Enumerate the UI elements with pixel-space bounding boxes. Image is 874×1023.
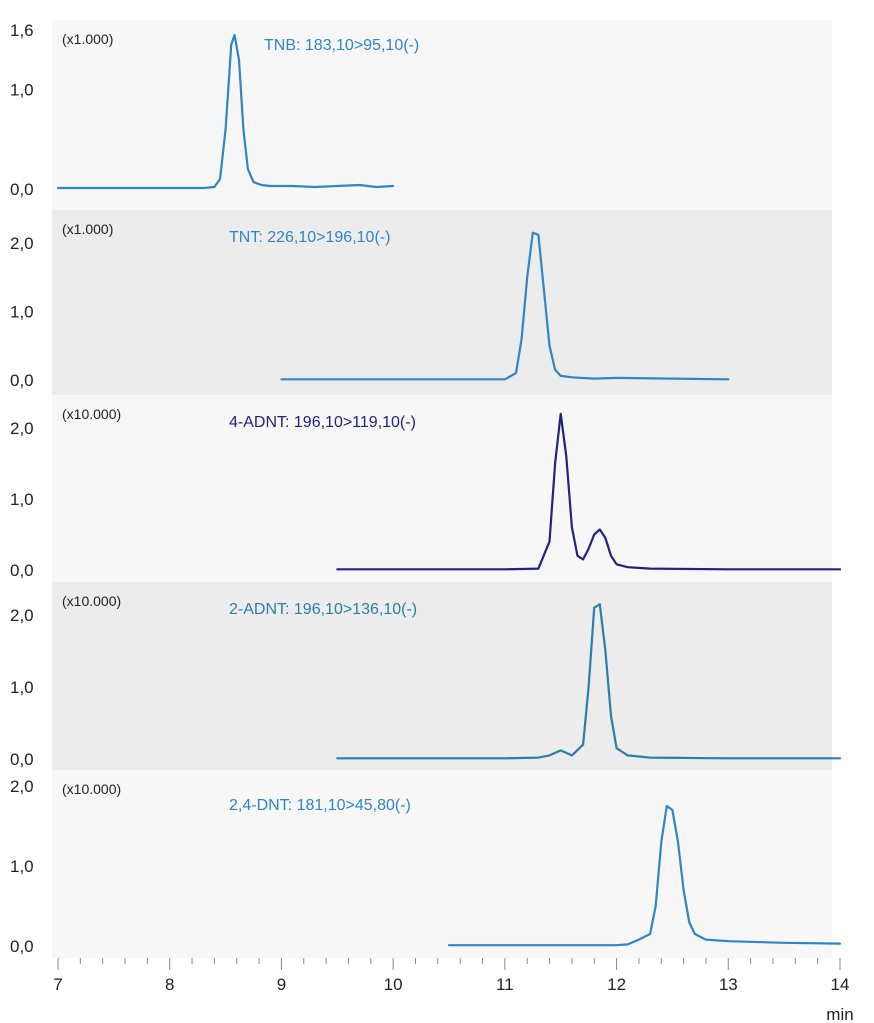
x-tick-label: 14: [831, 975, 850, 994]
panel-background: [52, 210, 832, 395]
y-multiplier-label: (x10.000): [62, 406, 121, 422]
y-tick-label: 1,0: [10, 81, 34, 100]
x-tick-label: 9: [277, 975, 286, 994]
x-tick-label: 7: [53, 975, 62, 994]
y-multiplier-label: (x10.000): [62, 593, 121, 609]
panel-background: [52, 20, 832, 210]
y-multiplier-label: (x1.000): [62, 31, 113, 47]
y-tick-label: 1,0: [10, 303, 34, 322]
y-tick-label: 1,0: [10, 678, 34, 697]
y-tick-label: 2,0: [10, 606, 34, 625]
series-line: [56, 33, 395, 190]
y-multiplier-label: (x1.000): [62, 221, 113, 237]
series-line: [280, 231, 730, 381]
y-tick-label: 2,0: [10, 419, 34, 438]
x-axis: 7 8 9 10 11 12 13 14 min: [53, 958, 854, 1023]
chromatogram-panel: 2,0 1,0 0,0 (x10.000) 4-ADNT: 196,10>119,10(…: [10, 406, 842, 580]
y-tick-label: 0,0: [10, 180, 34, 199]
y-multiplier-label: (x10.000): [62, 781, 121, 797]
y-tick-label: 0,0: [10, 937, 34, 956]
x-tick-label: 11: [496, 975, 514, 994]
y-tick-label: 1,0: [10, 490, 34, 509]
y-tick-label: 2,0: [10, 777, 34, 796]
y-tick-label: 0,0: [10, 371, 34, 390]
series-label: TNT: 226,10>196,10(-): [229, 229, 390, 246]
series-label: TNB: 183,10>95,10(-): [264, 37, 419, 54]
x-tick-label: 12: [607, 975, 626, 994]
x-tick-label: 13: [719, 975, 738, 994]
y-tick-label: 1,6: [10, 21, 34, 40]
y-tick-label: 0,0: [10, 561, 34, 580]
y-tick-label: 0,0: [10, 750, 34, 769]
chromatogram-panels: 1,6 1,0 0,0 (x1.000) TNB: 183,10>95,10(-) 2,0…: [10, 21, 842, 956]
chromatogram-panel: 2,0 1,0 0,0 (x10.000) 2-ADNT: 196,10>136,10(…: [10, 593, 842, 769]
x-axis-label: min: [826, 1005, 853, 1023]
chromatogram-panel: 1,6 1,0 0,0 (x1.000) TNB: 183,10>95,10(-): [10, 21, 419, 199]
series-line: [336, 412, 842, 571]
chromatogram-panel: 2,0 1,0 0,0 (x10.000) 2,4-DNT: 181,10>45,80(…: [10, 777, 842, 956]
series-label: 4-ADNT: 196,10>119,10(-): [229, 414, 416, 431]
panel-background: [52, 582, 832, 770]
panel-background: [52, 395, 832, 582]
series-line: [336, 603, 842, 760]
y-tick-label: 2,0: [10, 234, 34, 253]
panel-backgrounds: [52, 20, 832, 958]
series-line: [447, 804, 842, 947]
x-tick-label: 10: [384, 975, 403, 994]
series-label: 2-ADNT: 196,10>136,10(-): [229, 601, 417, 618]
panel-background: [52, 770, 832, 958]
x-tick-label: 8: [165, 975, 174, 994]
y-tick-label: 1,0: [10, 857, 34, 876]
series-label: 2,4-DNT: 181,10>45,80(-): [229, 797, 411, 814]
chromatogram-panel: 2,0 1,0 0,0 (x1.000) TNT: 226,10>196,10(-): [10, 221, 730, 390]
